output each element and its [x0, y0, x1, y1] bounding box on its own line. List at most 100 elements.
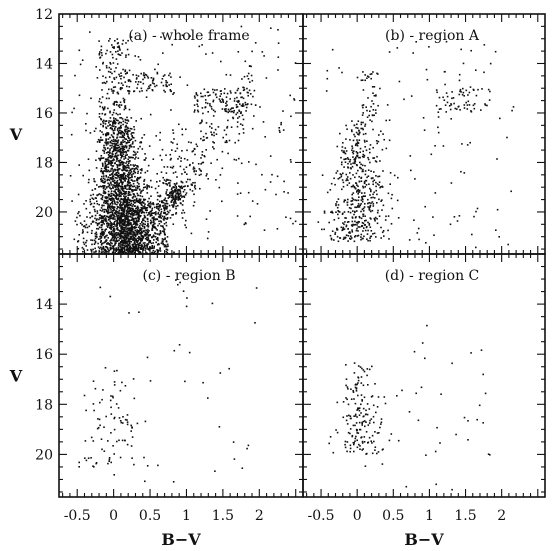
star-point: [105, 52, 107, 55]
star-point: [242, 132, 245, 134]
star-point: [363, 154, 366, 157]
star-point: [232, 107, 234, 109]
star-point: [132, 173, 135, 175]
star-point: [172, 198, 175, 200]
star-point: [140, 228, 143, 230]
star-point: [131, 457, 133, 459]
star-point: [105, 208, 107, 211]
star-point: [102, 120, 104, 123]
star-point: [356, 439, 358, 442]
star-point: [367, 206, 369, 208]
star-point: [119, 113, 121, 115]
star-point: [363, 206, 366, 208]
star-point: [113, 428, 116, 431]
star-point: [121, 198, 123, 201]
star-point: [113, 416, 116, 419]
star-point: [154, 250, 156, 253]
star-point: [382, 230, 385, 232]
star-point: [133, 199, 135, 202]
star-point: [98, 214, 101, 217]
star-point: [88, 169, 91, 172]
star-point: [217, 126, 220, 128]
star-point: [212, 88, 214, 91]
star-point: [195, 143, 198, 146]
star-point: [143, 180, 145, 182]
star-point: [488, 99, 491, 101]
star-point: [239, 192, 242, 194]
star-point: [379, 87, 381, 90]
star-point: [114, 233, 117, 235]
star-point: [100, 45, 103, 48]
star-point: [255, 163, 257, 166]
star-point: [104, 82, 107, 85]
star-point: [436, 426, 438, 429]
star-point: [449, 108, 452, 111]
star-point: [113, 173, 116, 176]
star-point: [251, 50, 253, 53]
star-point: [121, 87, 123, 89]
star-point: [170, 192, 173, 195]
star-point: [78, 164, 80, 166]
star-point: [152, 219, 155, 222]
star-point: [118, 164, 121, 167]
star-point: [96, 427, 99, 430]
star-point: [119, 236, 122, 239]
star-point: [353, 450, 355, 453]
star-point: [97, 246, 100, 248]
star-point: [103, 167, 106, 169]
star-point: [154, 68, 156, 71]
star-point: [118, 184, 121, 187]
star-point: [110, 413, 113, 415]
star-point: [204, 106, 207, 108]
star-point: [82, 174, 84, 177]
star-point: [101, 243, 103, 245]
star-point: [117, 214, 120, 217]
star-point: [91, 215, 94, 217]
star-point: [107, 176, 110, 178]
star-point: [389, 183, 391, 185]
star-point: [379, 426, 381, 429]
star-point: [237, 117, 239, 119]
star-point: [366, 116, 369, 118]
star-point: [506, 136, 508, 139]
star-point: [122, 228, 125, 231]
star-point: [113, 101, 116, 103]
star-point: [375, 236, 377, 238]
star-point: [150, 222, 152, 225]
star-point: [229, 108, 232, 111]
star-point: [112, 62, 115, 64]
star-point: [111, 127, 113, 130]
star-point: [158, 205, 160, 208]
star-point: [241, 96, 243, 98]
star-point: [110, 395, 112, 397]
star-point: [98, 52, 101, 55]
star-point: [148, 197, 150, 200]
star-point: [198, 45, 201, 48]
star-point: [247, 444, 250, 447]
star-point: [383, 138, 385, 141]
star-point: [336, 401, 339, 404]
star-point: [101, 247, 103, 250]
star-point: [367, 158, 370, 161]
star-point: [478, 404, 481, 407]
star-point: [361, 225, 363, 228]
star-point: [101, 82, 104, 84]
star-point: [169, 166, 172, 169]
star-point: [140, 72, 142, 75]
star-point: [111, 203, 114, 205]
star-point: [468, 104, 471, 106]
star-point: [135, 200, 138, 202]
star-point: [104, 113, 107, 115]
star-point: [125, 162, 127, 164]
star-point: [95, 251, 97, 253]
star-point: [141, 201, 144, 204]
star-point: [122, 193, 125, 195]
star-point: [167, 245, 169, 247]
star-point: [147, 204, 149, 206]
star-point: [352, 198, 355, 201]
star-point: [102, 107, 105, 110]
star-point: [107, 132, 110, 134]
star-point: [247, 191, 250, 194]
star-point: [134, 232, 136, 234]
star-point: [99, 401, 101, 404]
